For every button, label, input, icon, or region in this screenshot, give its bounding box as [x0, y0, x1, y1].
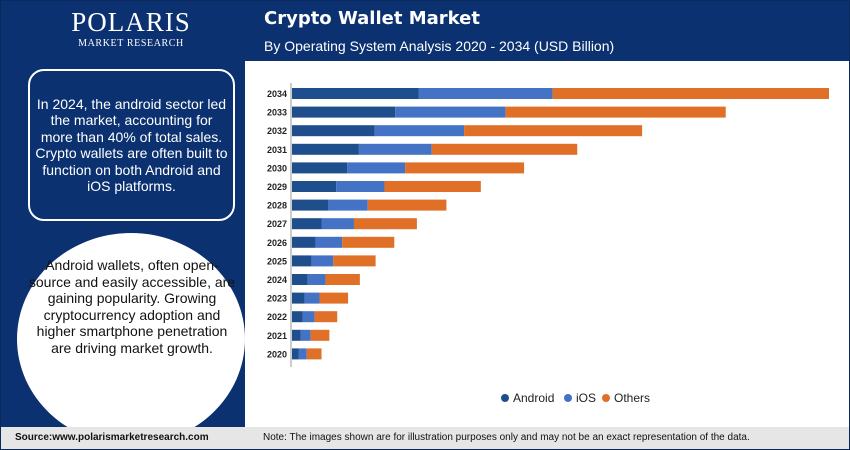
bar-android-2022: [292, 311, 303, 323]
bar-ios-2030: [347, 162, 406, 174]
bar-others-2031: [431, 143, 578, 155]
logo-name: POLARIS: [71, 7, 191, 37]
bar-android-2029: [292, 181, 337, 192]
stacked-bar-chart: 2034 2033 2032 2031 2030 2029 2028 2027 2026 2025…: [267, 83, 829, 367]
y-tick-label: 2031: [267, 145, 287, 155]
header-bar: [1, 1, 849, 61]
bar-others-2029: [384, 181, 481, 192]
y-tick-label: 2020: [267, 349, 287, 359]
y-tick-label: 2024: [267, 275, 287, 285]
bar-ios-2031: [358, 143, 432, 155]
bar-android-2025: [292, 255, 312, 267]
bar-others-2022: [314, 311, 338, 323]
bar-android-2026: [292, 236, 316, 248]
y-tick-label: 2029: [267, 182, 287, 192]
y-tick-label: 2021: [267, 331, 287, 341]
bar-android-2032: [292, 125, 375, 137]
y-tick-label: 2033: [267, 108, 287, 118]
bar-ios-2022: [302, 311, 315, 323]
circle-text: Android wallets, often open-source and e…: [28, 257, 236, 356]
info-box: In 2024, the android sector led the mark…: [28, 69, 235, 221]
bar-android-2024: [292, 274, 308, 285]
legend-label-others: Others: [614, 391, 651, 405]
legend-item-ios: iOS: [564, 391, 596, 405]
bar-others-2034: [552, 88, 829, 99]
bar-others-2032: [464, 125, 643, 137]
info-circle: [17, 233, 245, 445]
polaris-logo: POLARIS MARKET RESEARCH: [61, 7, 201, 55]
chart-title: Crypto Wallet Market: [264, 8, 480, 29]
bar-others-2025: [333, 255, 376, 267]
y-tick-label: 2023: [267, 294, 287, 304]
y-tick-label: 2034: [267, 89, 287, 99]
bar-android-2028: [292, 199, 329, 211]
info-text: In 2024, the android sector led the mark…: [35, 95, 228, 195]
bar-ios-2026: [315, 236, 343, 248]
bar-others-2030: [405, 162, 525, 174]
bar-others-2028: [367, 199, 447, 211]
bar-ios-2028: [328, 199, 368, 211]
bar-ios-2024: [307, 274, 326, 285]
legend-label-android: Android: [513, 391, 555, 405]
legend-dot-others: [602, 394, 610, 402]
y-tick-label: 2022: [267, 312, 287, 322]
bar-others-2020: [306, 348, 322, 360]
legend-dot-android: [501, 394, 509, 402]
bar-ios-2023: [304, 292, 320, 304]
disclaimer-note: Note: The images shown are for illustrat…: [263, 432, 750, 443]
bar-others-2033: [505, 106, 726, 118]
bar-android-2027: [292, 218, 322, 230]
legend-label-ios: iOS: [576, 391, 597, 405]
bar-android-2021: [292, 329, 301, 341]
legend-dot-ios: [564, 394, 572, 402]
y-tick-label: 2026: [267, 238, 287, 248]
logo-tagline: MARKET RESEARCH: [78, 38, 184, 49]
y-tick-label: 2032: [267, 126, 287, 136]
y-tick-label: 2025: [267, 256, 287, 266]
bar-ios-2021: [300, 329, 311, 341]
bar-android-2020: [292, 348, 299, 360]
bar-ios-2027: [321, 218, 354, 230]
bar-ios-2034: [418, 88, 553, 99]
bar-android-2023: [292, 292, 305, 304]
footer-bar: [1, 427, 849, 449]
bar-android-2034: [292, 88, 419, 99]
legend-item-others: Others: [602, 391, 650, 405]
bar-others-2021: [310, 329, 330, 341]
bar-android-2030: [292, 162, 348, 174]
bar-ios-2020: [298, 348, 307, 360]
bar-ios-2032: [374, 125, 465, 137]
bar-others-2027: [353, 218, 417, 230]
y-tick-label: 2027: [267, 219, 287, 229]
y-tick-label: 2030: [267, 163, 287, 173]
source-text: Source:www.polarismarketresearch.com: [15, 432, 209, 443]
bar-android-2031: [292, 143, 359, 155]
bar-ios-2029: [336, 181, 385, 192]
bar-android-2033: [292, 106, 396, 118]
chart-subtitle: By Operating System Analysis 2020 - 2034…: [264, 38, 615, 54]
bar-ios-2033: [395, 106, 506, 118]
y-tick-label: 2028: [267, 201, 287, 211]
bar-others-2024: [325, 274, 360, 285]
bar-others-2026: [342, 236, 395, 248]
bar-others-2023: [319, 292, 349, 304]
bar-ios-2025: [311, 255, 334, 267]
legend-item-android: Android: [501, 391, 554, 405]
